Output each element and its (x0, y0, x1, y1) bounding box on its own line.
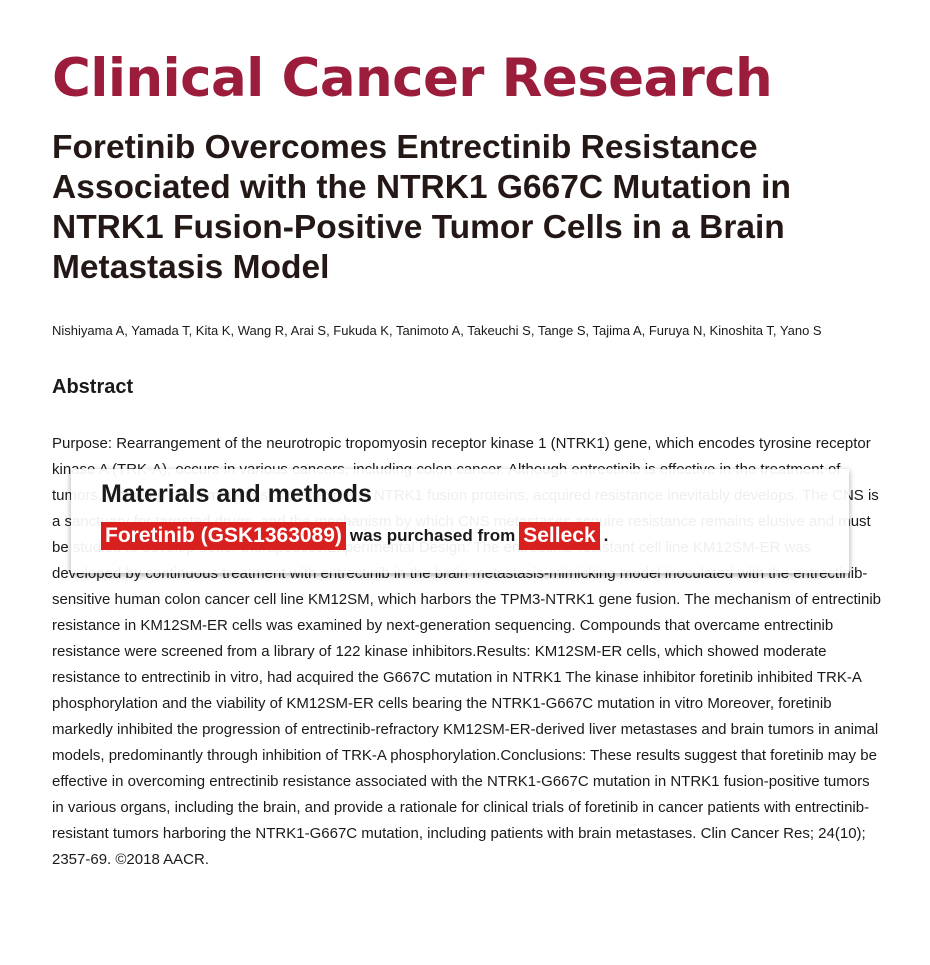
journal-name: Clinical Cancer Research (52, 48, 773, 109)
callout-sentence: Foretinib (GSK1363089) was purchased fro… (101, 521, 612, 551)
article-title: Foretinib Overcomes Entrectinib Resistan… (52, 129, 791, 286)
supplier-highlight: Selleck (519, 522, 600, 550)
abstract-heading: Abstract (52, 376, 134, 398)
compound-highlight: Foretinib (GSK1363089) (101, 522, 346, 550)
callout-end-text: . (603, 526, 609, 545)
materials-methods-callout: Materials and methods Foretinib (GSK1363… (71, 469, 849, 573)
callout-middle-text: was purchased from (349, 526, 516, 545)
callout-heading: Materials and methods (101, 480, 372, 508)
author-list: Nishiyama A, Yamada T, Kita K, Wang R, A… (52, 323, 822, 338)
